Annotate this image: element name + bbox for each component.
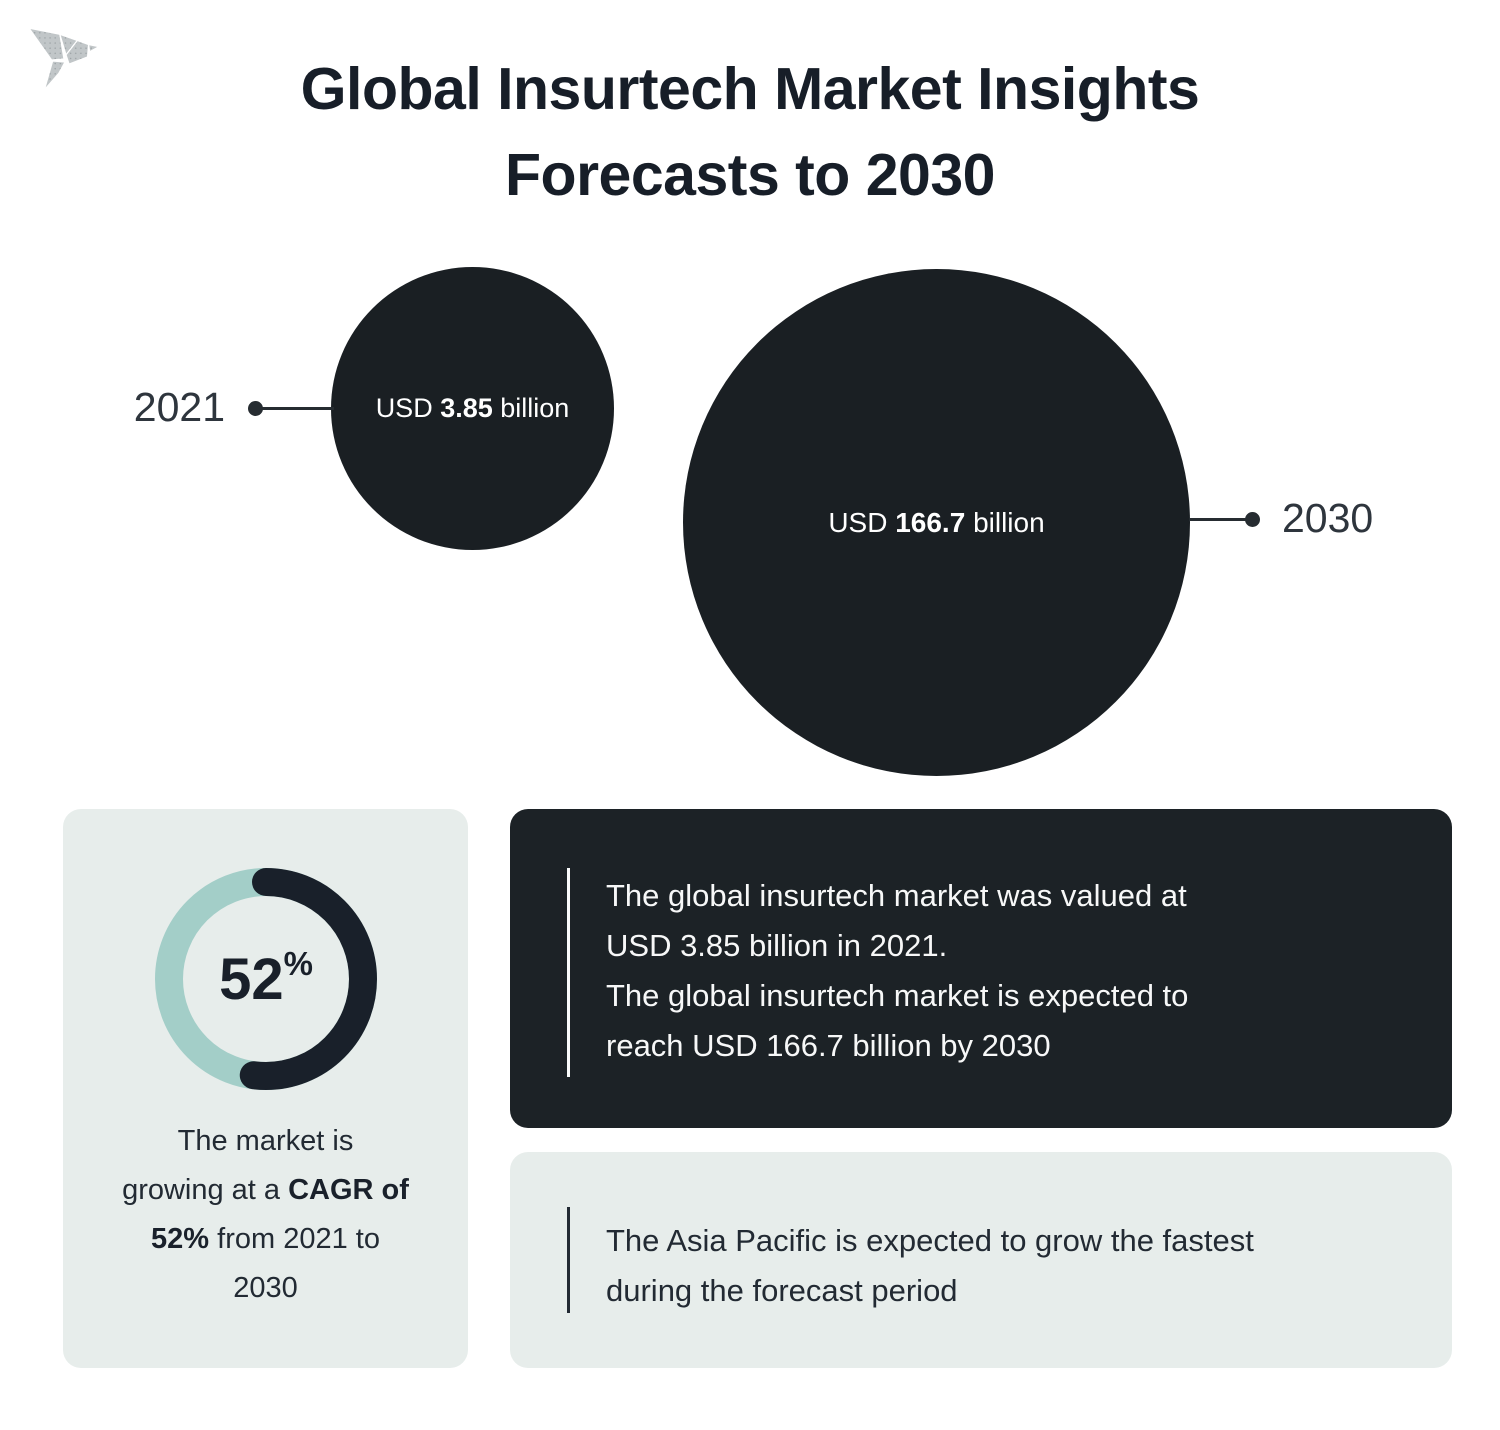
- bubble-2030-suffix: billion: [965, 506, 1045, 538]
- market-value-line-4: reach USD 166.7 billion by 2030: [606, 1028, 1051, 1063]
- bubble-2021-suffix: billion: [492, 393, 570, 423]
- page-title: Global Insurtech Market Insights Forecas…: [0, 46, 1500, 218]
- market-value-line-3: The global insurtech market is expected …: [606, 978, 1189, 1013]
- origami-bird-logo: [28, 27, 100, 91]
- bubble-2030: USD 166.7 billion: [683, 269, 1190, 776]
- accent-line: [567, 1207, 570, 1313]
- bubble-2030-prefix: USD: [828, 506, 896, 538]
- cagr-caption-line3-bold: 52%: [151, 1223, 210, 1255]
- connector-dot-2030: [1245, 512, 1260, 527]
- market-value-line-1: The global insurtech market was valued a…: [606, 878, 1187, 913]
- region-growth-card: The Asia Pacific is expected to grow the…: [510, 1152, 1452, 1368]
- title-line-2: Forecasts to 2030: [505, 142, 995, 208]
- market-value-text: The global insurtech market was valued a…: [606, 871, 1188, 1071]
- title-line-1: Global Insurtech Market Insights: [300, 56, 1200, 122]
- bubble-2021-number: 3.85: [440, 393, 493, 423]
- accent-line: [567, 868, 570, 1077]
- cagr-caption: The market is growing at a CAGR of 52% f…: [63, 1117, 468, 1313]
- cagr-caption-line-1: The market is: [177, 1125, 354, 1157]
- connector-line-2030: [1189, 512, 1260, 527]
- connector-line-2021: [248, 401, 334, 416]
- bubble-2021-value: USD 3.85 billion: [376, 393, 570, 424]
- market-value-card: The global insurtech market was valued a…: [510, 809, 1452, 1128]
- donut-arc: [155, 868, 377, 1090]
- region-growth-text: The Asia Pacific is expected to grow the…: [606, 1216, 1254, 1316]
- cagr-percent: 52: [219, 946, 284, 1012]
- connector-dot-2021: [248, 401, 263, 416]
- cagr-caption-line-4: 2030: [233, 1272, 298, 1304]
- market-value-line-2: USD 3.85 billion in 2021.: [606, 928, 948, 963]
- cagr-caption-line2-text: growing at a: [122, 1174, 289, 1206]
- region-growth-line-2: during the forecast period: [606, 1273, 958, 1308]
- cagr-card: 52% The market is growing at a CAGR of 5…: [63, 809, 468, 1368]
- percent-sign: %: [283, 945, 313, 982]
- cagr-donut-chart: [155, 868, 377, 1090]
- donut-center-label: 52%: [155, 868, 377, 1090]
- bubble-2030-value: USD 166.7 billion: [828, 507, 1044, 539]
- year-label-2030: 2030: [1282, 495, 1374, 541]
- bubble-2021: USD 3.85 billion: [331, 267, 614, 550]
- bubble-2021-prefix: USD: [375, 393, 441, 423]
- cagr-caption-line-3: 52% from 2021 to: [63, 1215, 468, 1264]
- cagr-caption-line2-bold: CAGR of: [288, 1174, 409, 1206]
- cagr-caption-line3-text: from 2021 to: [209, 1223, 380, 1255]
- year-label-2021: 2021: [133, 384, 225, 430]
- region-growth-line-1: The Asia Pacific is expected to grow the…: [606, 1223, 1254, 1258]
- bubble-2030-number: 166.7: [895, 506, 966, 538]
- cagr-caption-line-2: growing at a CAGR of: [63, 1166, 468, 1215]
